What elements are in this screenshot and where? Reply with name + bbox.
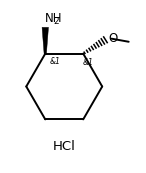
Text: &1: &1 [49,57,60,66]
Polygon shape [42,27,48,54]
Text: HCl: HCl [53,140,76,153]
Text: 2: 2 [53,17,59,26]
Text: &1: &1 [82,58,93,67]
Text: NH: NH [45,12,62,25]
Text: O: O [108,32,117,45]
